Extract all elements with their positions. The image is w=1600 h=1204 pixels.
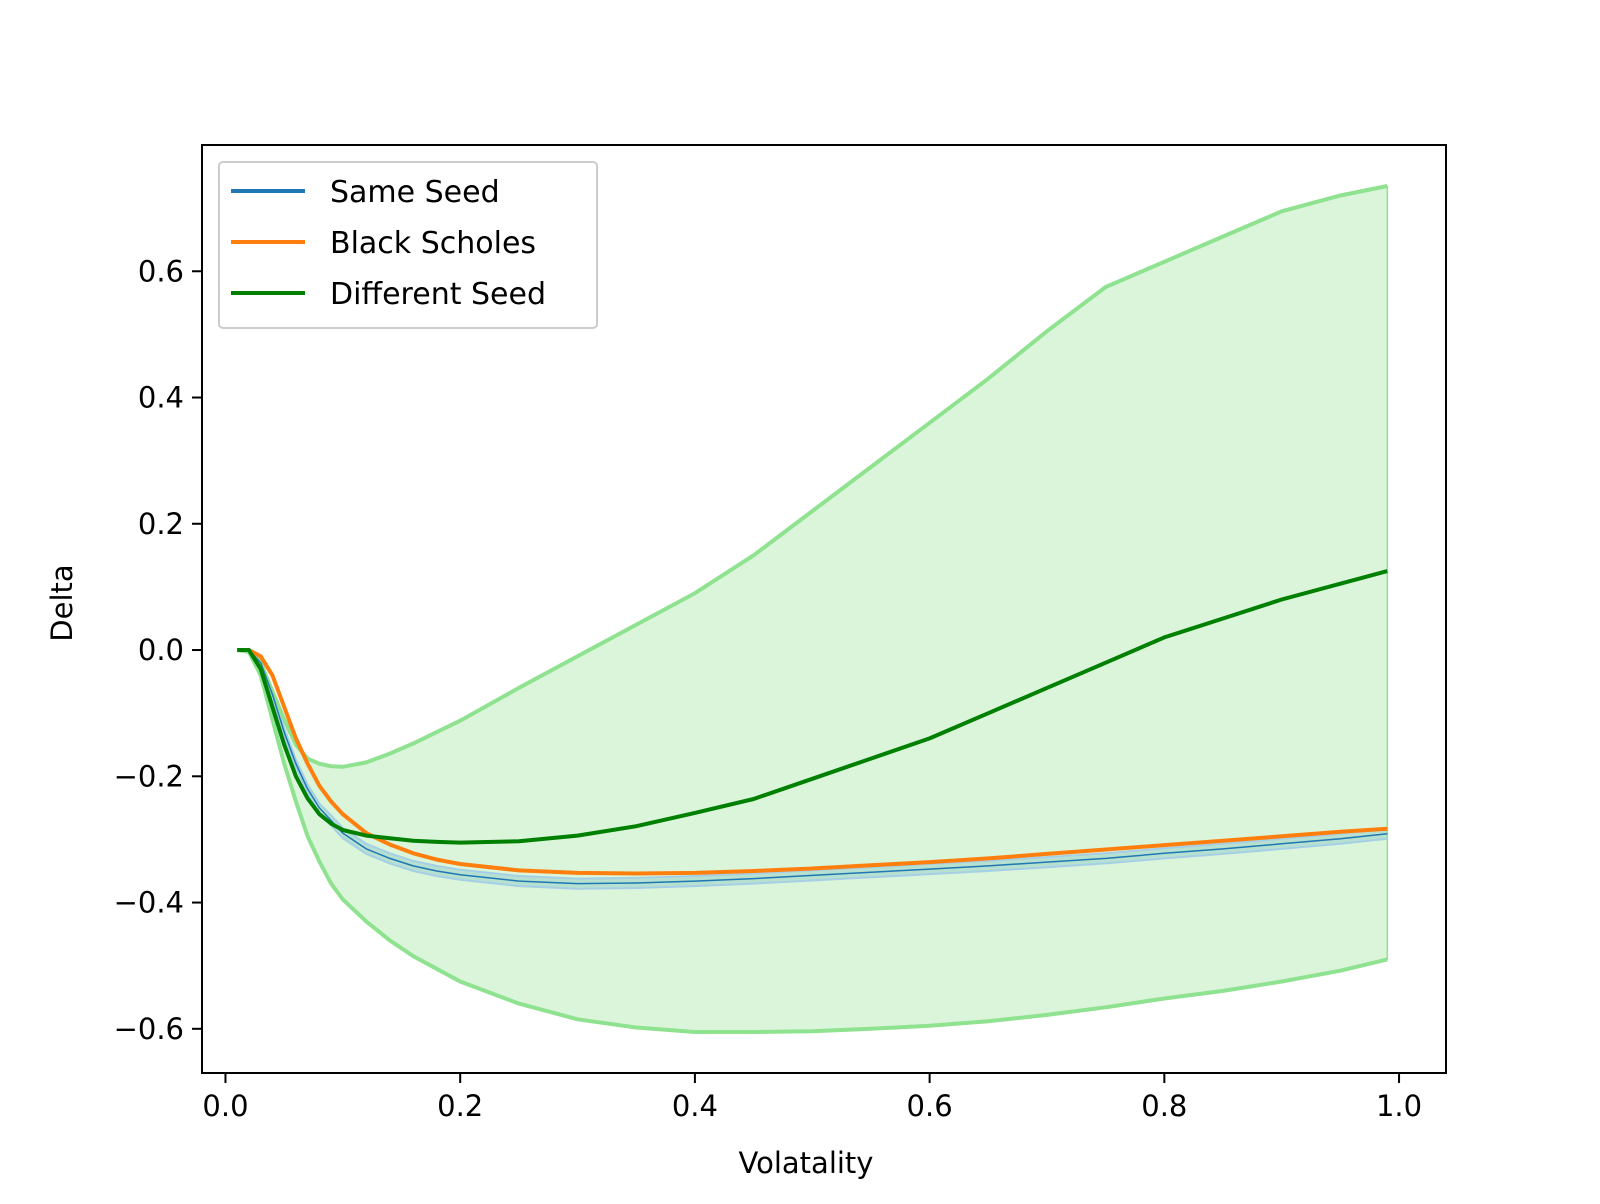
confidence-bands [236, 184, 1389, 1034]
same-seed-line [237, 649, 1388, 885]
legend-box [218, 161, 598, 329]
y-axis-label: Delta [45, 564, 79, 641]
y-tick-label: −0.4 [114, 886, 184, 920]
y-tick-label: −0.2 [114, 759, 184, 793]
y-tick-label: 0.6 [138, 254, 184, 288]
same-seed-band-upper [237, 647, 1388, 880]
y-tick-label: 0.2 [138, 507, 184, 541]
y-tick-label: 0.0 [138, 633, 184, 667]
x-axis-ticks: 0.0 0.2 0.4 0.6 0.8 1.0 [202, 1073, 1422, 1123]
plot-frame [201, 144, 1447, 1074]
legend: Same Seed Black Scholes Different Seed [218, 161, 598, 329]
y-tick-label: −0.6 [114, 1012, 184, 1046]
black-scholes-line [237, 648, 1388, 876]
legend-label-different-seed: Different Seed [330, 277, 546, 312]
legend-label-same-seed: Same Seed [330, 175, 500, 210]
y-tick-label: 0.4 [138, 381, 184, 415]
different-seed-band-upper [237, 184, 1388, 769]
different-seed-line [237, 569, 1388, 845]
x-tick-label: 0.6 [907, 1089, 953, 1123]
x-tick-label: 0.4 [672, 1089, 718, 1123]
different-seed-band-fill [237, 186, 1388, 1032]
series-lines [237, 569, 1388, 885]
same-seed-band-lower [237, 649, 1388, 890]
legend-label-black-scholes: Black Scholes [330, 226, 536, 261]
x-tick-label: 1.0 [1376, 1089, 1422, 1123]
x-tick-label: 0.2 [437, 1089, 483, 1123]
x-axis-label: Volatality [739, 1146, 874, 1180]
different-seed-band-lower [236, 648, 1388, 1034]
x-tick-label: 0.8 [1141, 1089, 1187, 1123]
y-axis-ticks: −0.6 −0.4 −0.2 0.0 0.2 0.4 0.6 [114, 254, 202, 1046]
x-tick-label: 0.0 [202, 1089, 248, 1123]
